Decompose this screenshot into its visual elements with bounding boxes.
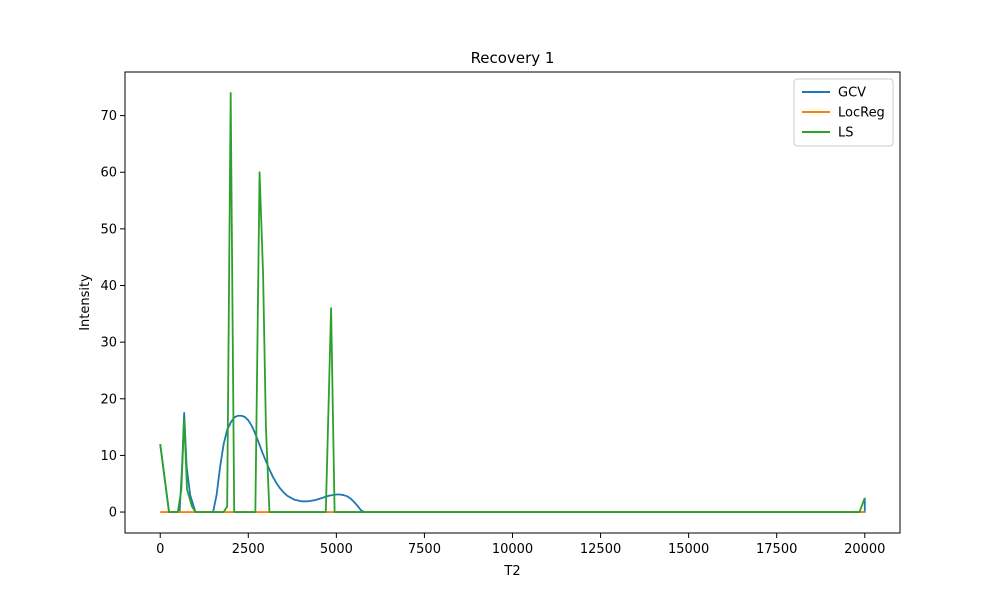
legend-box	[793, 78, 894, 147]
chart-title: Recovery 1	[471, 49, 555, 67]
y-axis-ticks: 0 10 20 30 40 50 60 70	[100, 109, 125, 521]
y-tick-label: 40	[100, 279, 117, 294]
legend-label-locreg: LocReg	[838, 106, 885, 121]
x-tick-label: 0	[156, 542, 164, 557]
x-tick-label: 10000	[492, 542, 533, 557]
legend: GCV LocReg LS	[793, 78, 894, 147]
x-tick-label: 17500	[756, 542, 797, 557]
series-line-ls	[159, 92, 866, 513]
x-tick-label: 15000	[668, 542, 709, 557]
x-tick-label: 2500	[232, 542, 265, 557]
y-tick-label: 10	[100, 449, 117, 464]
y-tick-label: 0	[109, 506, 117, 521]
x-axis-label: T2	[503, 564, 520, 579]
legend-label-ls: LS	[838, 126, 854, 141]
y-tick-label: 60	[100, 166, 117, 181]
plot-area	[159, 92, 866, 513]
y-tick-label: 50	[100, 222, 117, 237]
axes-frame	[124, 71, 901, 534]
x-tick-label: 5000	[320, 542, 353, 557]
x-tick-label: 12500	[580, 542, 621, 557]
y-axis-label: Intensity	[78, 274, 93, 331]
y-tick-label: 20	[100, 392, 117, 407]
y-tick-label: 70	[100, 109, 117, 124]
legend-label-gcv: GCV	[838, 86, 866, 101]
x-tick-label: 20000	[844, 542, 885, 557]
x-axis-ticks: 0 2500 5000 7500 10000 12500 15000 17500 20000	[156, 533, 885, 557]
x-tick-label: 7500	[408, 542, 441, 557]
y-tick-label: 30	[100, 336, 117, 351]
